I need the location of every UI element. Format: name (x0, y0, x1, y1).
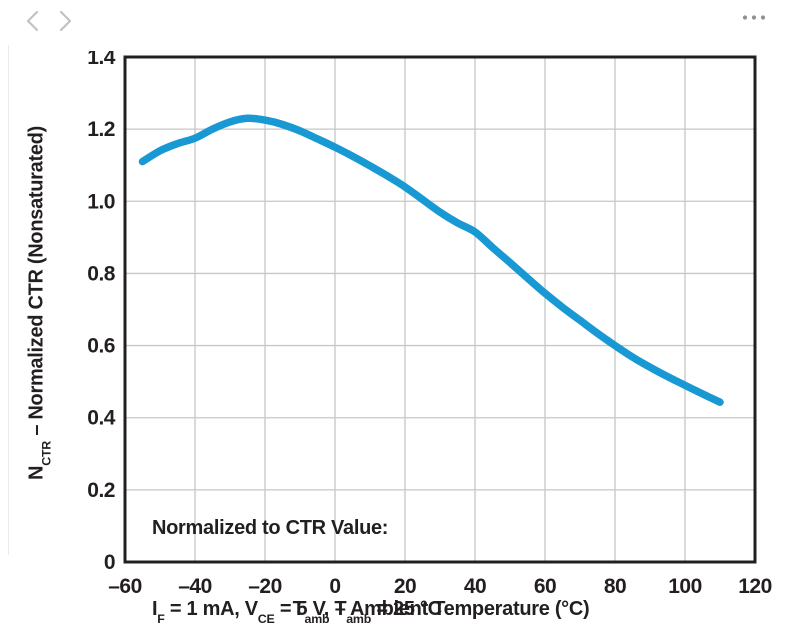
y-tick-label: 0.4 (87, 407, 116, 430)
y-axis-title: NCTR – Normalized CTR (Nonsaturated) (25, 126, 54, 480)
viewport-top-crop (0, 0, 791, 51)
x-tick-label: 100 (668, 575, 702, 598)
ctr-curve (138, 114, 724, 406)
x-tick-label: 40 (464, 575, 486, 598)
back-button[interactable] (24, 10, 42, 32)
x-axis-title: Tamb – Ambient Temperature (°C) (292, 598, 590, 626)
x-tick-label: 0 (329, 575, 340, 598)
plot-frame (123, 55, 757, 564)
y-tick-label: 1.2 (87, 118, 115, 141)
y-tick-label: 0.2 (87, 479, 115, 502)
y-tick-label: 0.6 (87, 335, 115, 358)
y-tick-label: 0.8 (87, 262, 116, 285)
annotation-title: Normalized to CTR Value: (152, 517, 389, 539)
chevron-left-icon (26, 10, 39, 32)
annotation-conditions: IF = 1 mA, VCE = 5 V, Tamb = 25 °C (152, 598, 442, 626)
x-tick-label: 80 (604, 575, 626, 598)
y-tick-label: 0 (104, 551, 115, 574)
chevron-right-icon (59, 10, 72, 32)
x-tick-label: –20 (248, 575, 282, 598)
x-tick-label: –40 (178, 575, 212, 598)
more-options-button[interactable] (741, 13, 767, 22)
y-tick-label: 1.4 (87, 46, 116, 69)
x-tick-label: 60 (534, 575, 556, 598)
y-tick-label: 1.0 (87, 190, 115, 213)
normalization-annotation: Normalized to CTR Value: IF = 1 mA, VCE … (152, 461, 442, 630)
ellipsis-icon (742, 15, 766, 20)
x-tick-label: –60 (108, 575, 142, 598)
x-tick-label: 20 (394, 575, 416, 598)
page-left-edge-divider (8, 45, 9, 555)
x-tick-label: 120 (738, 575, 772, 598)
forward-button[interactable] (56, 10, 74, 32)
